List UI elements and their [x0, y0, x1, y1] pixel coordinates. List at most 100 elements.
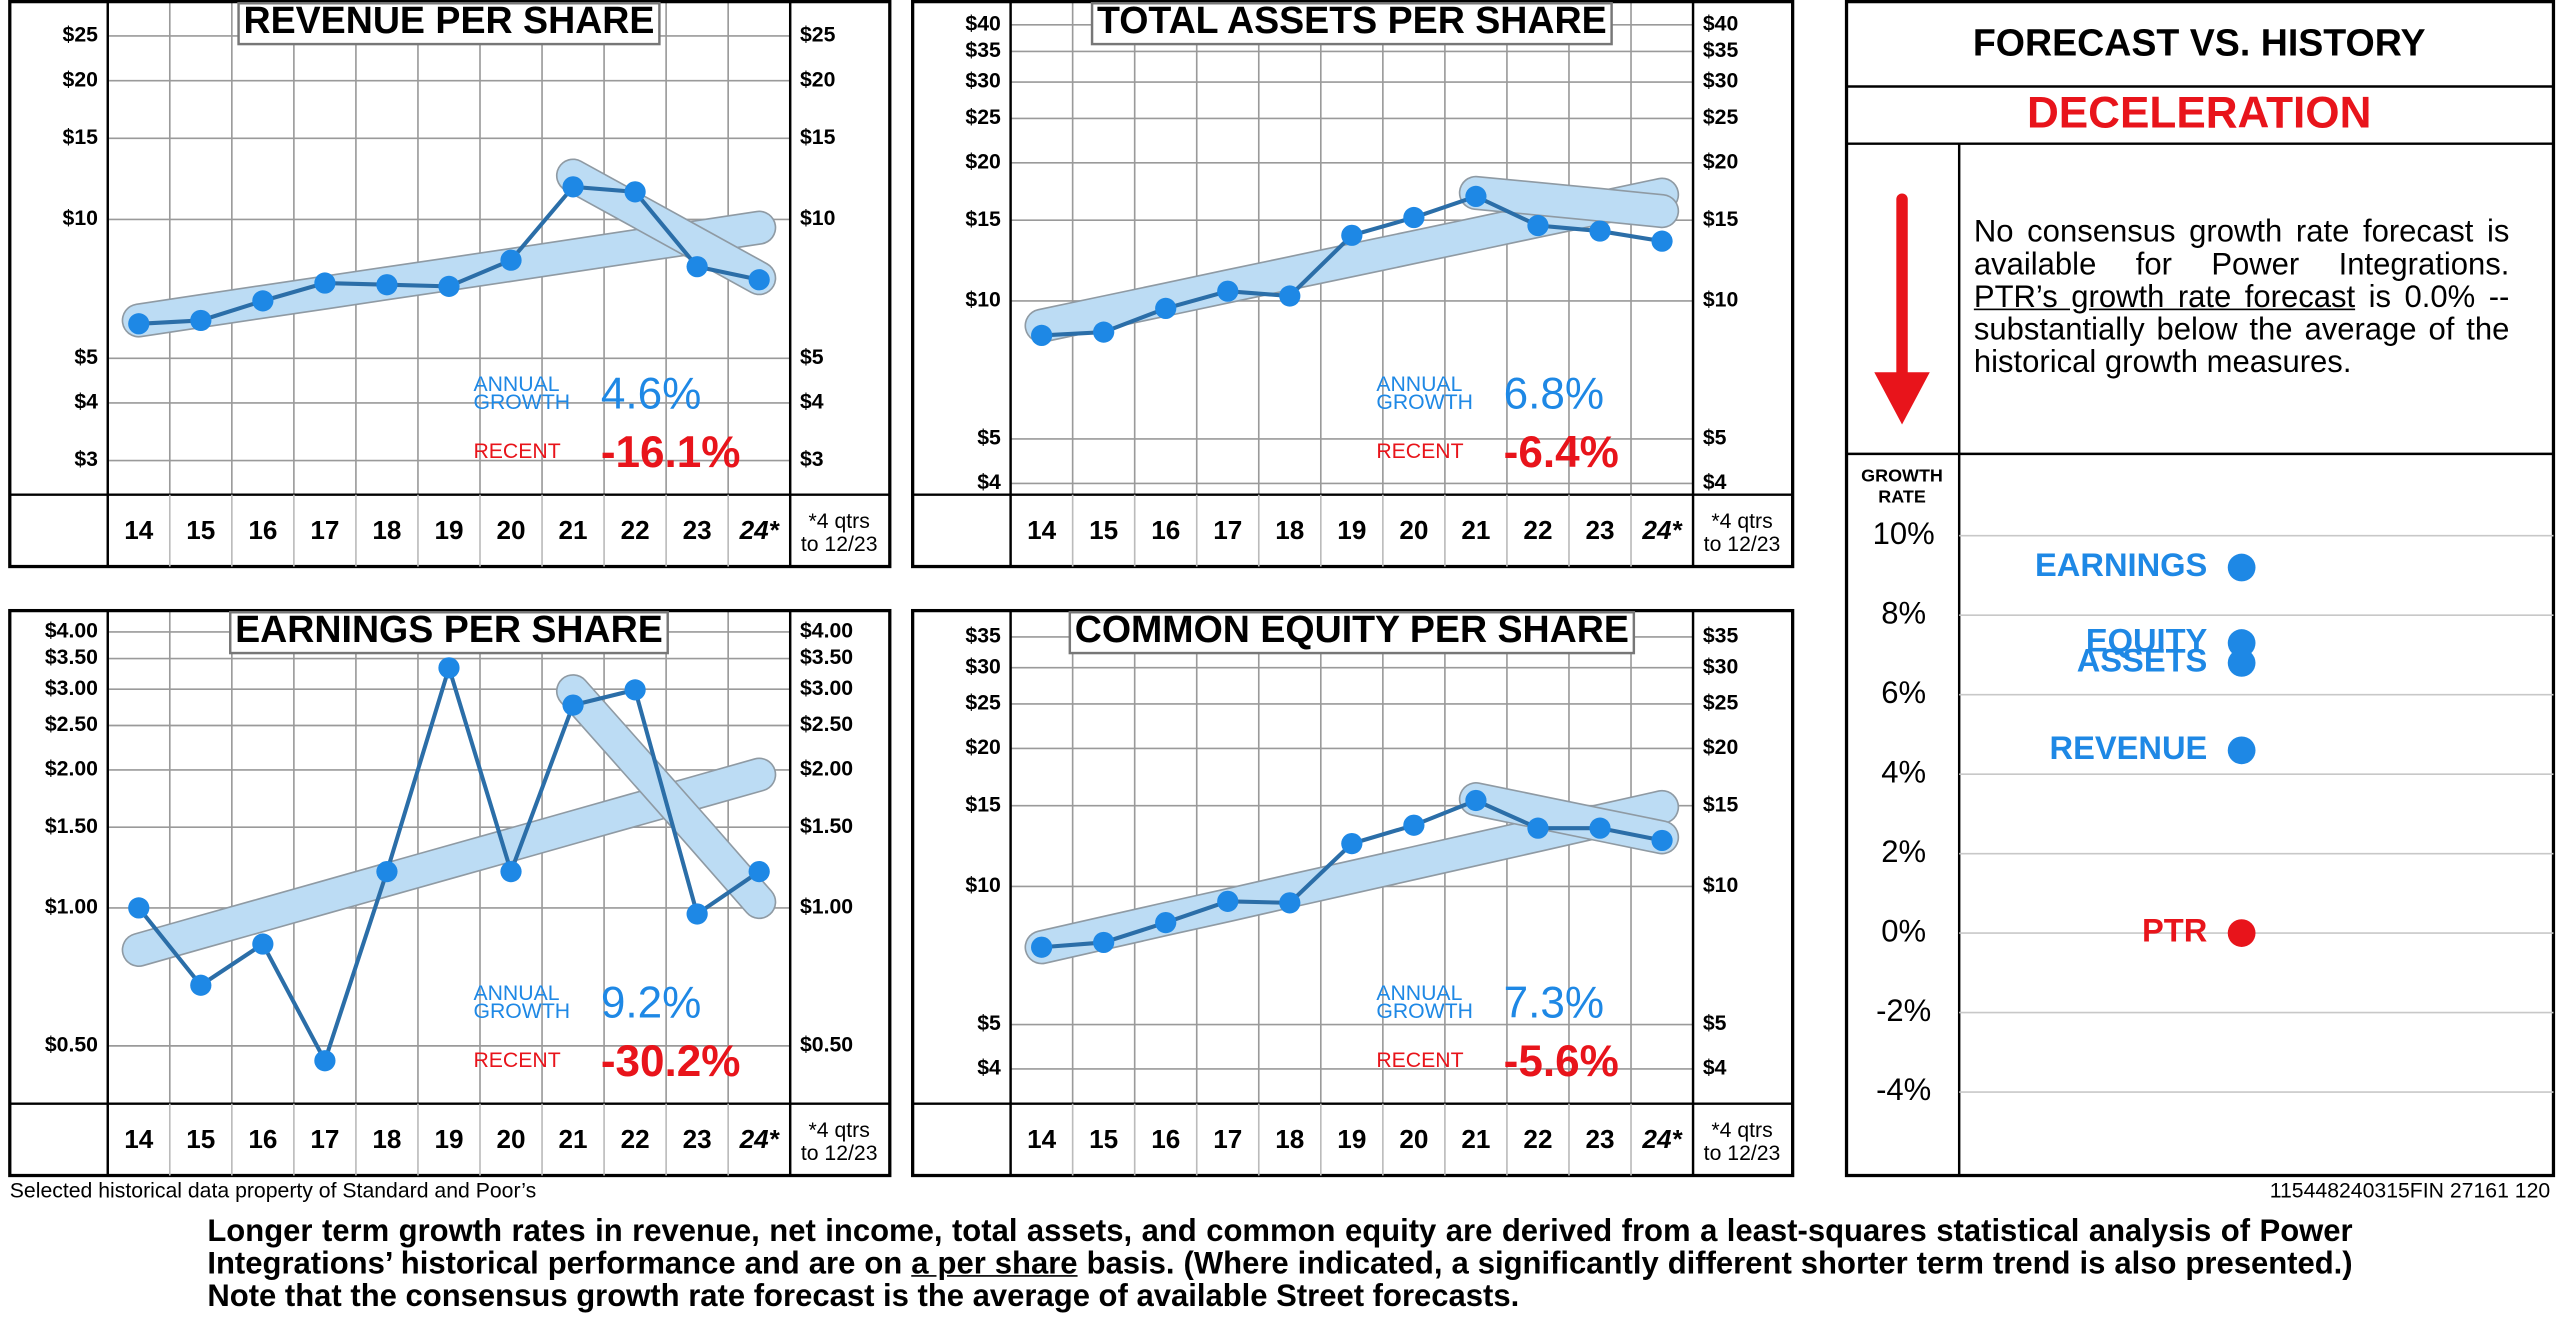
- y-tick-label: $35: [965, 625, 1001, 648]
- data-point: [438, 275, 460, 297]
- y-tick-label: $5: [1703, 427, 1727, 450]
- y-tick-label: $35: [1703, 625, 1739, 648]
- y-tick-label: $30: [1703, 70, 1738, 93]
- y-tick-label: $1.00: [45, 896, 98, 919]
- data-point: [1031, 936, 1053, 958]
- y-tick-label: $40: [1703, 12, 1738, 35]
- x-note: *4 qtrs: [1711, 510, 1772, 533]
- recent-growth: -16.1%: [601, 428, 741, 477]
- x-tick-label: 21: [1461, 1124, 1490, 1154]
- x-tick-label: 24*: [1641, 1124, 1683, 1154]
- x-note: to 12/23: [801, 1142, 878, 1165]
- x-tick-label: 23: [1585, 1124, 1614, 1154]
- x-note: *4 qtrs: [1711, 1119, 1772, 1142]
- x-tick-label: 22: [1523, 1124, 1552, 1154]
- text: PTR’s growth rate forecast: [1973, 280, 2356, 316]
- x-tick-label: 24*: [739, 515, 781, 545]
- data-point: [1217, 890, 1239, 912]
- annual-label: ANNUAL: [473, 982, 559, 1005]
- dot: [2227, 736, 2256, 765]
- data-point: [500, 860, 522, 883]
- y-tick-label: $3.50: [45, 646, 98, 669]
- title-box: [229, 611, 669, 655]
- y-tick-label: $4: [977, 471, 1001, 494]
- x-tick-label: 14: [1027, 515, 1057, 545]
- code-note: 115448240315FIN 27161 120: [2270, 1179, 2550, 1202]
- dot-label: PTR: [2142, 912, 2207, 949]
- data-point: [252, 933, 274, 955]
- y-tick-label: $10: [63, 207, 98, 230]
- forecast-title: FORECAST VS. HISTORY: [1973, 22, 2426, 64]
- y-tick-label: $30: [965, 70, 1000, 93]
- dot: [2227, 649, 2256, 677]
- panel-frame: [8, 0, 892, 569]
- panel-frame: [911, 608, 1795, 1178]
- y-tick-label: $25: [965, 106, 1001, 129]
- text: Longer term growth rates in revenue, net…: [207, 1214, 2353, 1282]
- x-note: to 12/23: [1704, 533, 1781, 556]
- y-label: RATE: [1878, 487, 1926, 507]
- x-tick-label: 22: [621, 1124, 650, 1154]
- x-tick-label: 18: [1275, 515, 1304, 545]
- x-tick-label: 19: [1337, 515, 1366, 545]
- footer-note: Longer term growth rates in revenue, net…: [207, 1216, 2352, 1314]
- y-tick-label: $4: [1703, 471, 1727, 494]
- title-box: [237, 2, 661, 46]
- x-tick-label: 19: [434, 515, 463, 545]
- dot: [2227, 629, 2256, 657]
- y-tick-label: $2.00: [45, 758, 98, 781]
- y-tick-label: $15: [965, 793, 1001, 816]
- annual-label: ANNUAL: [1376, 982, 1462, 1005]
- y-tick-label: $4: [74, 391, 98, 414]
- y-tick-label: $10: [1703, 874, 1738, 897]
- y-tick-label: $20: [965, 150, 1000, 173]
- dot-label: REVENUE: [2050, 729, 2208, 766]
- x-tick-label: 21: [559, 1124, 588, 1154]
- y-tick-label: $25: [63, 24, 99, 47]
- arrow-head: [1874, 372, 1930, 425]
- recent-growth: -30.2%: [601, 1037, 741, 1086]
- data-point: [314, 272, 336, 294]
- x-tick-label: 14: [124, 1124, 154, 1154]
- x-tick-label: 20: [496, 515, 525, 545]
- x-tick-label: 16: [1151, 515, 1180, 545]
- x-tick-label: 15: [1089, 1124, 1118, 1154]
- recent-growth: -5.6%: [1504, 1037, 1619, 1086]
- panel-frame: [8, 608, 892, 1178]
- text: is 0.0% -- substantially below the avera…: [1973, 280, 2510, 381]
- data-point: [1527, 214, 1549, 237]
- y-tick-label: $35: [965, 39, 1001, 62]
- x-tick-label: 20: [1399, 515, 1428, 545]
- annual-growth: 9.2%: [601, 978, 701, 1027]
- data-point: [252, 290, 274, 312]
- recent-growth: -6.4%: [1504, 428, 1619, 477]
- data-point: [562, 176, 584, 198]
- text: a per share: [911, 1247, 1078, 1282]
- annual-label: GROWTH: [1376, 1000, 1473, 1023]
- x-tick-label: 15: [186, 1124, 215, 1154]
- y-tick-label: 10%: [1873, 516, 1935, 551]
- data-point: [562, 694, 584, 716]
- y-tick-label: $20: [1703, 150, 1738, 173]
- y-tick-label: 8%: [1881, 595, 1926, 630]
- data-point: [1465, 185, 1487, 208]
- y-tick-label: $5: [1703, 1012, 1727, 1035]
- y-tick-label: $1.00: [800, 896, 853, 919]
- x-tick-label: 17: [310, 1124, 339, 1154]
- y-tick-label: $2.50: [45, 713, 98, 736]
- x-tick-label: 23: [683, 1124, 712, 1154]
- recent-label: RECENT: [473, 440, 560, 463]
- y-tick-label: $25: [1703, 106, 1739, 129]
- y-tick-label: $2.50: [800, 713, 853, 736]
- x-tick-label: 23: [683, 515, 712, 545]
- y-tick-label: $15: [63, 126, 99, 149]
- x-tick-label: 16: [248, 1124, 277, 1154]
- x-note: to 12/23: [1704, 1142, 1781, 1165]
- panel-frame: [911, 0, 1795, 569]
- y-tick-label: $30: [1703, 655, 1738, 678]
- x-tick-label: 21: [1461, 515, 1490, 545]
- y-tick-label: $25: [965, 692, 1001, 715]
- y-tick-label: 2%: [1881, 834, 1926, 869]
